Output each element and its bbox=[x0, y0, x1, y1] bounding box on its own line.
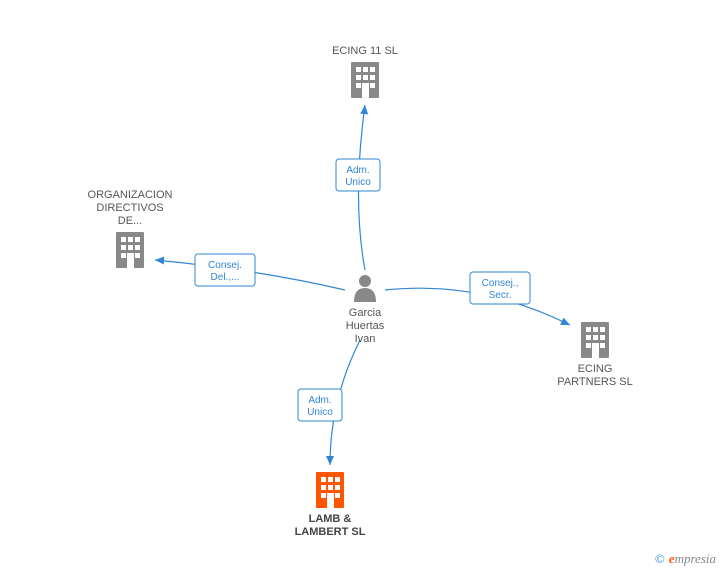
node-label: ORGANIZACION bbox=[88, 189, 173, 201]
building-icon bbox=[316, 472, 344, 508]
node-label: ECING bbox=[578, 363, 613, 375]
edge-label-text: Adm. bbox=[308, 395, 331, 406]
node-label: PARTNERS SL bbox=[557, 376, 632, 388]
company-node: ECINGPARTNERS SL bbox=[557, 322, 632, 388]
node-label: DIRECTIVOS bbox=[96, 202, 163, 214]
center-node-label: Ivan bbox=[355, 333, 376, 345]
person-icon bbox=[354, 275, 376, 302]
company-node: ORGANIZACIONDIRECTIVOSDE... bbox=[88, 189, 173, 268]
node-label: LAMB & bbox=[309, 513, 352, 525]
copyright-symbol: © bbox=[655, 551, 665, 566]
company-node: ECING 11 SL bbox=[332, 45, 398, 98]
edge-label-text: Consej. bbox=[208, 260, 242, 271]
node-label: LAMBERT SL bbox=[295, 526, 366, 538]
watermark: ©empresia bbox=[655, 551, 716, 567]
relationship-diagram: Adm.UnicoConsej.Del.,...Consej.,Secr.Adm… bbox=[0, 0, 728, 575]
company-node: LAMB &LAMBERT SL bbox=[295, 472, 366, 538]
watermark-rest: mpresia bbox=[675, 551, 716, 566]
node-label: DE... bbox=[118, 215, 142, 227]
edge-label-text: Secr. bbox=[489, 290, 512, 301]
edge-label-text: Del.,... bbox=[211, 272, 240, 283]
edge-label-text: Adm. bbox=[346, 165, 369, 176]
edge-label-text: Unico bbox=[345, 177, 371, 188]
center-person-node: GarciaHuertasIvan bbox=[346, 275, 385, 345]
node-label: ECING 11 SL bbox=[332, 45, 398, 57]
building-icon bbox=[116, 232, 144, 268]
center-node-label: Huertas bbox=[346, 320, 385, 332]
center-node-label: Garcia bbox=[349, 307, 382, 319]
edge-label-text: Consej., bbox=[482, 278, 519, 289]
building-icon bbox=[351, 62, 379, 98]
edge-label-text: Unico bbox=[307, 407, 333, 418]
building-icon bbox=[581, 322, 609, 358]
